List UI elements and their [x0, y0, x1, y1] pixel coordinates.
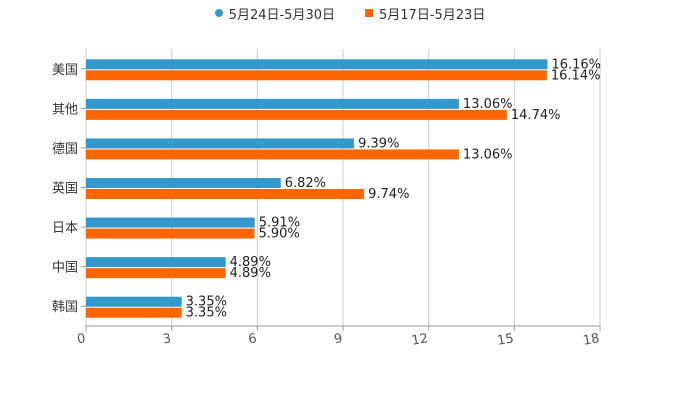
- x-tick-label-3: 3: [162, 331, 173, 347]
- bar-s1-0: [86, 59, 548, 70]
- x-tick-label-15: 15: [496, 331, 515, 349]
- data-label-s1-2: 9.39%: [358, 136, 399, 151]
- legend-label-series-1: 5月24日-5月30日: [228, 7, 335, 23]
- x-tick-label-12: 12: [410, 331, 429, 349]
- data-label-s1-4: 5.91%: [259, 216, 300, 231]
- bar-s2-2: [86, 149, 459, 160]
- legend-label-series-2: 5月17日-5月23日: [379, 7, 486, 23]
- category-label-3: 英国: [52, 182, 78, 197]
- legend-item-series-2[interactable]: 5月17日-5月23日: [365, 4, 485, 23]
- bar-s2-3: [86, 189, 365, 199]
- bar-s1-3: [86, 178, 281, 188]
- bar-s2-5: [86, 268, 226, 279]
- bar-s1-5: [86, 257, 226, 268]
- legend: 5月24日-5月30日 5月17日-5月23日: [0, 3, 700, 23]
- data-label-s2-1: 14.74%: [511, 108, 561, 123]
- category-label-1: 其他: [52, 102, 78, 117]
- data-label-s1-0: 16.16%: [551, 57, 601, 72]
- data-label-s1-1: 13.06%: [463, 97, 513, 112]
- data-label-s2-2: 13.06%: [463, 147, 513, 162]
- bar-s1-1: [86, 98, 459, 109]
- bar-s2-0: [86, 70, 547, 81]
- data-label-s2-4: 5.90%: [258, 227, 299, 242]
- bar-s2-4: [86, 228, 255, 239]
- legend-swatch-series-2: [365, 9, 373, 17]
- data-label-s1-5: 4.89%: [230, 255, 271, 270]
- category-label-2: 德国: [52, 142, 78, 157]
- data-label-s2-3: 9.74%: [368, 187, 409, 202]
- category-label-4: 日本: [52, 221, 78, 236]
- bar-s1-4: [86, 217, 255, 228]
- data-label-s1-3: 6.82%: [285, 176, 326, 191]
- bar-s2-1: [86, 109, 507, 120]
- data-label-s1-6: 3.35%: [186, 295, 227, 310]
- category-label-6: 韩国: [52, 300, 78, 315]
- category-label-5: 中国: [52, 261, 78, 276]
- category-label-0: 美国: [52, 63, 78, 78]
- data-label-s2-6: 3.35%: [186, 306, 227, 321]
- data-label-s2-0: 16.14%: [551, 68, 601, 83]
- x-tick-label-18: 18: [582, 331, 601, 349]
- bar-s1-2: [86, 138, 355, 149]
- bar-s1-6: [86, 296, 182, 307]
- legend-swatch-series-1: [214, 9, 223, 17]
- data-label-s2-5: 4.89%: [230, 266, 271, 281]
- x-tick-label-9: 9: [333, 331, 344, 347]
- x-tick-label-6: 6: [247, 331, 258, 347]
- x-tick-label-0: 0: [76, 331, 87, 347]
- legend-item-series-1[interactable]: 5月24日-5月30日: [214, 4, 335, 23]
- bar-s2-6: [86, 307, 182, 318]
